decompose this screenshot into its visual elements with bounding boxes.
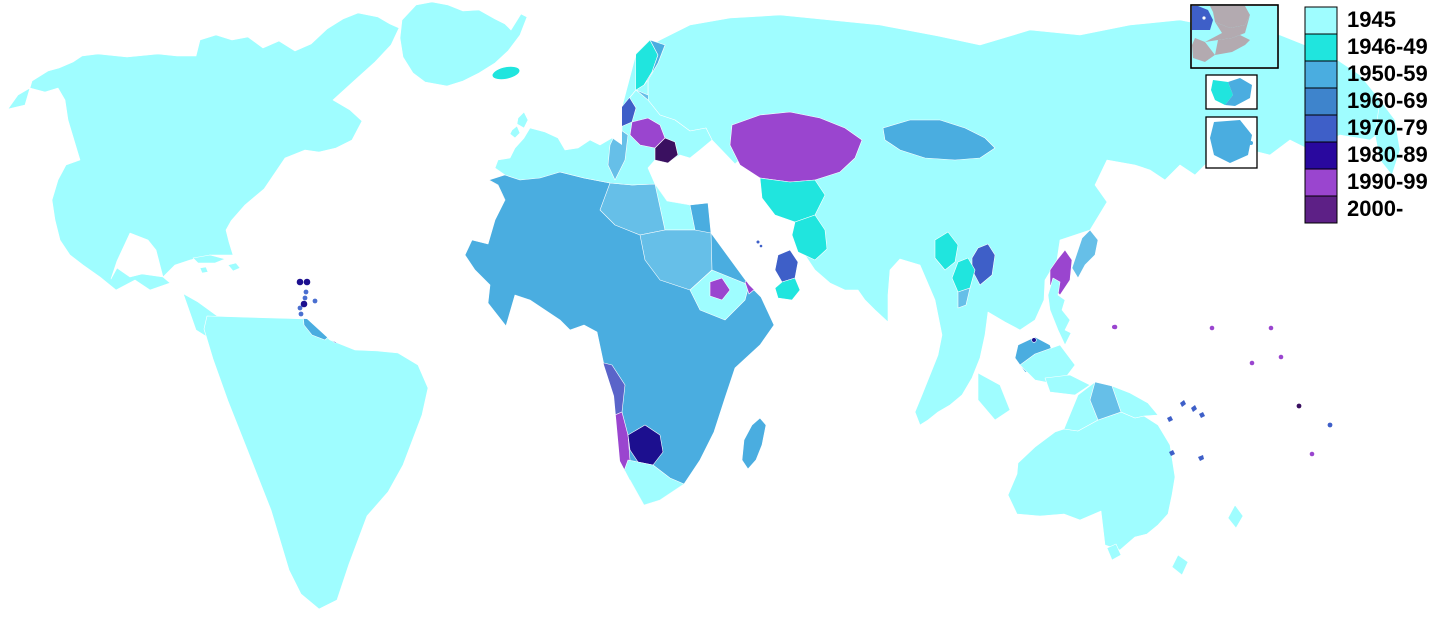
svg-text:1970-79: 1970-79	[1347, 115, 1428, 140]
svg-text:1950-59: 1950-59	[1347, 61, 1428, 86]
svg-text:1960-69: 1960-69	[1347, 88, 1428, 113]
svg-text:1980-89: 1980-89	[1347, 142, 1428, 167]
svg-text:2000-: 2000-	[1347, 196, 1403, 221]
svg-text:1945: 1945	[1347, 7, 1396, 32]
svg-text:1946-49: 1946-49	[1347, 34, 1428, 59]
svg-text:1990-99: 1990-99	[1347, 169, 1428, 194]
